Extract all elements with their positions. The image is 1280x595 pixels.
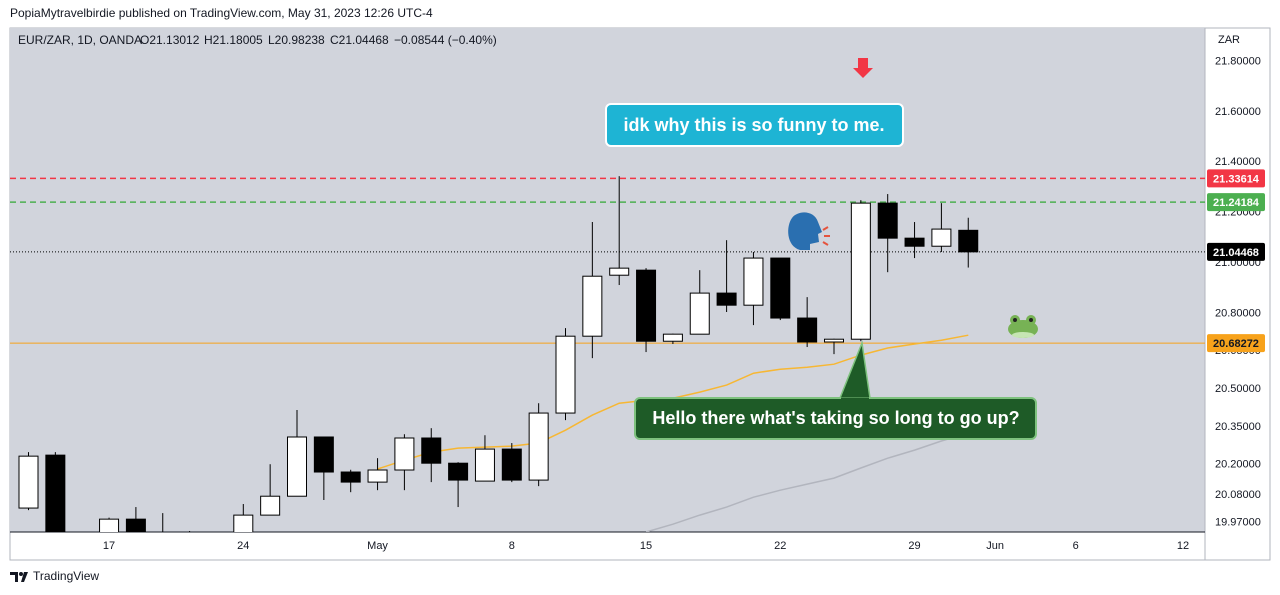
legend-symbol: EUR/ZAR, 1D, OANDA — [18, 33, 142, 47]
candle-body — [501, 448, 522, 481]
candle-body — [555, 335, 576, 414]
candle-body — [662, 333, 683, 342]
level-label: 21.04468 — [1213, 247, 1259, 259]
callout-text: Hello there what's taking so long to go … — [652, 408, 1019, 428]
x-tick-label: 8 — [509, 540, 515, 552]
callout-box — [605, 103, 904, 147]
legend-high: H21.18005 — [204, 33, 263, 47]
frog-icon — [1008, 315, 1038, 338]
candle-body — [125, 518, 146, 532]
candle-body — [797, 317, 818, 343]
level-label-box — [1207, 193, 1265, 212]
legend-open: O21.13012 — [140, 33, 200, 47]
brand-name: TradingView — [33, 569, 99, 583]
y-tick-label: 21.40000 — [1215, 156, 1261, 168]
level-label: 21.24184 — [1213, 197, 1260, 209]
candle-body — [689, 292, 710, 335]
y-tick-label: 21.60000 — [1215, 106, 1261, 118]
brand-logo — [10, 572, 28, 582]
candle-body — [582, 275, 603, 337]
candle-body — [99, 518, 120, 532]
candle-body — [260, 495, 281, 516]
x-tick-label: 15 — [640, 540, 652, 552]
level-label: 20.68272 — [1213, 338, 1259, 350]
axes: 21.8000021.6000021.4000021.2000021.00000… — [103, 55, 1265, 552]
candle-body — [824, 338, 844, 343]
line-series — [645, 432, 969, 532]
speaking-head-icon — [788, 212, 830, 250]
candle-body — [609, 267, 630, 276]
x-tick-label: May — [367, 540, 388, 552]
x-tick-label: Jun — [986, 540, 1004, 552]
x-tick-label: 17 — [103, 540, 115, 552]
y-tick-label: 20.50000 — [1215, 383, 1261, 395]
candle-body — [340, 471, 361, 483]
y-tick-label: 20.80000 — [1215, 307, 1261, 319]
y-tick-label: 20.08000 — [1215, 489, 1261, 501]
candle-body — [313, 436, 334, 473]
candle-body — [958, 229, 979, 253]
legend-low: L20.98238 — [268, 33, 325, 47]
level-label: 21.33614 — [1213, 173, 1260, 185]
callout-box — [634, 397, 1037, 440]
y-tick-label: 21.80000 — [1215, 55, 1261, 67]
candle-body — [716, 292, 737, 306]
level-label-box — [1207, 334, 1265, 353]
y-tick-label: 20.20000 — [1215, 459, 1261, 471]
candle-body — [528, 412, 549, 481]
candle-body — [743, 257, 764, 306]
legend-close: C21.04468 — [330, 33, 389, 47]
candle-body — [877, 202, 898, 239]
x-tick-label: 29 — [908, 540, 920, 552]
candle-body — [394, 437, 415, 471]
candle-body — [421, 437, 442, 464]
candle-body — [770, 257, 791, 319]
legend-change: −0.08544 (−0.40%) — [394, 33, 497, 47]
published-line: PopiaMytravelbirdie published on Trading… — [10, 6, 433, 20]
candle-body — [287, 436, 307, 497]
level-label-box — [1207, 169, 1265, 188]
callout-text: idk why this is so funny to me. — [623, 115, 884, 135]
x-tick-label: 12 — [1177, 540, 1189, 552]
candle-body — [904, 237, 925, 247]
currency-label: ZAR — [1218, 34, 1240, 46]
x-tick-label: 6 — [1073, 540, 1079, 552]
candle-body — [474, 448, 495, 482]
candle-body — [850, 202, 871, 340]
y-tick-label: 20.35000 — [1215, 421, 1261, 433]
candle-body — [233, 514, 254, 532]
x-tick-label: 22 — [774, 540, 786, 552]
x-tick-label: 24 — [237, 540, 249, 552]
y-tick-label: 19.97000 — [1215, 517, 1261, 529]
candle-body — [367, 469, 388, 483]
candle-body — [45, 454, 66, 532]
arrow-icon — [853, 58, 873, 78]
plot — [10, 176, 1205, 532]
plot-area — [10, 28, 1205, 532]
candle-body — [636, 269, 657, 342]
candle-body — [448, 462, 469, 481]
candle-body — [18, 455, 39, 509]
level-label-box — [1207, 242, 1265, 261]
candle-body — [931, 228, 952, 247]
